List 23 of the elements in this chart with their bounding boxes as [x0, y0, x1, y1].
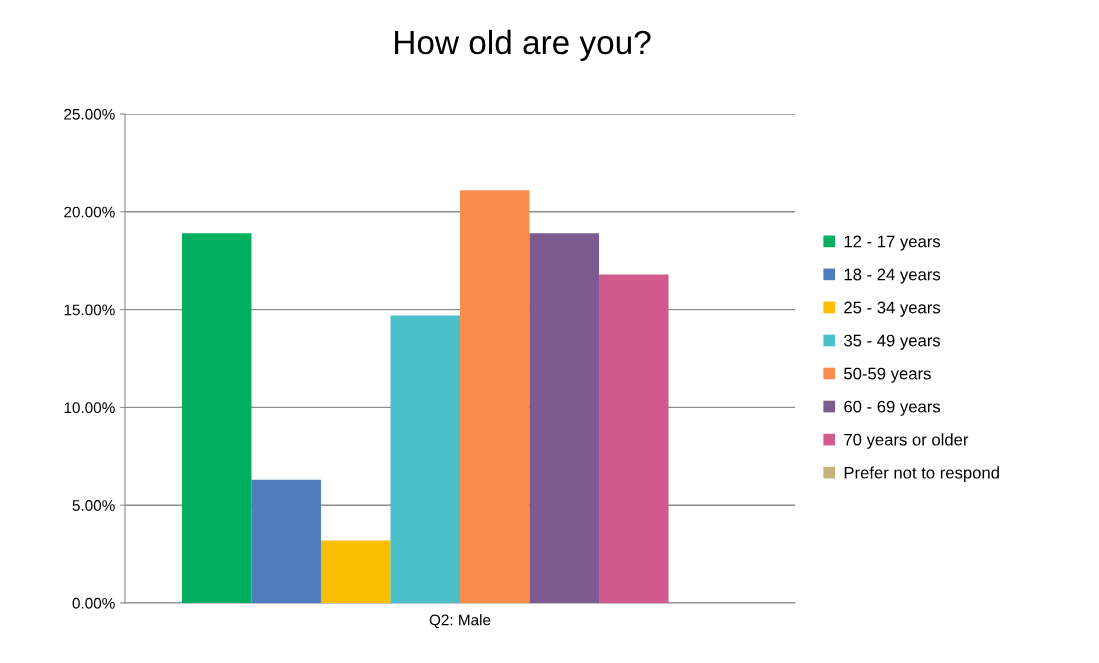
x-tick-label: Q2: Male — [429, 614, 491, 629]
legend-label: 12 - 17 years — [844, 235, 941, 251]
legend-label: 60 - 69 years — [844, 400, 941, 416]
y-tick-label: 15.00% — [64, 304, 115, 316]
legend-label: Prefer not to respond — [844, 466, 999, 482]
legend-label: 50-59 years — [844, 367, 931, 383]
bar — [320, 540, 391, 603]
chart-title: How old are you? — [395, 29, 651, 61]
y-tick-label: 0.00% — [72, 597, 115, 609]
bar — [460, 190, 530, 603]
y-tick-label: 10.00% — [64, 402, 115, 414]
bar — [251, 479, 321, 603]
bar — [599, 274, 669, 603]
legend-label: 35 - 49 years — [844, 334, 941, 350]
legend-label: 25 - 34 years — [844, 301, 941, 317]
y-tick-label: 25.00% — [64, 108, 115, 120]
legend-label: 18 - 24 years — [844, 268, 941, 284]
legend-label: 70 years or older — [844, 433, 969, 449]
bar — [529, 233, 600, 603]
y-tick-label: 5.00% — [72, 500, 115, 511]
bar — [181, 233, 252, 603]
bar — [390, 315, 460, 603]
y-tick-label: 20.00% — [64, 206, 115, 218]
